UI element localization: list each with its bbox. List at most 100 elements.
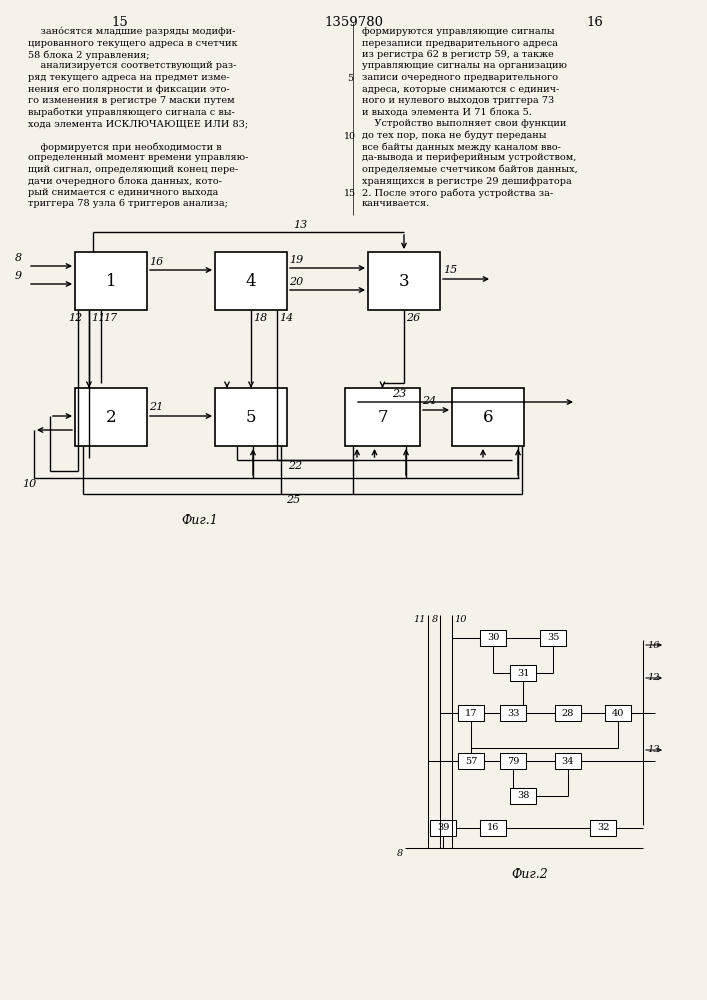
Text: все байты данных между каналом вво-: все байты данных между каналом вво- (362, 142, 561, 151)
Text: 8: 8 (397, 849, 403, 858)
Bar (510, 665, 536, 681)
Text: 12: 12 (68, 313, 82, 323)
Text: 35: 35 (547, 634, 559, 643)
Bar (75, 252, 147, 310)
Text: 7: 7 (378, 408, 388, 426)
Bar (590, 820, 616, 836)
Text: ного и нулевого выходов триггера 73: ного и нулевого выходов триггера 73 (362, 96, 554, 105)
Text: 18: 18 (253, 313, 267, 323)
Text: 3: 3 (399, 272, 409, 290)
Text: 2: 2 (105, 408, 117, 426)
Text: 40: 40 (612, 708, 624, 718)
Text: 16: 16 (647, 641, 660, 650)
Text: определяемые счетчиком байтов данных,: определяемые счетчиком байтов данных, (362, 165, 578, 174)
Text: 8: 8 (432, 615, 438, 624)
Text: 6: 6 (483, 408, 493, 426)
Text: да-вывода и периферийным устройством,: да-вывода и периферийным устройством, (362, 153, 576, 162)
Text: 8: 8 (15, 253, 22, 263)
Text: 11: 11 (91, 313, 105, 323)
Bar (605, 705, 631, 721)
Text: дачи очередного блока данных, кото-: дачи очередного блока данных, кото- (28, 176, 222, 186)
Text: Устройство выполняет свои функции: Устройство выполняет свои функции (362, 119, 566, 128)
Text: 57: 57 (464, 756, 477, 766)
Text: 15: 15 (344, 189, 356, 198)
Text: 33: 33 (507, 708, 519, 718)
Text: 23: 23 (392, 389, 407, 399)
Text: Фиг.2: Фиг.2 (512, 868, 549, 881)
Text: анализируется соответствующий раз-: анализируется соответствующий раз- (28, 62, 236, 70)
Text: 17: 17 (103, 313, 117, 323)
Text: цированного текущего адреса в счетчик: цированного текущего адреса в счетчик (28, 38, 238, 47)
Text: Фиг.1: Фиг.1 (182, 514, 218, 527)
Text: 28: 28 (562, 708, 574, 718)
Text: 38: 38 (517, 792, 529, 800)
Text: формируется при необходимости в: формируется при необходимости в (28, 142, 221, 151)
Bar (555, 705, 581, 721)
Text: управляющие сигналы на организацию: управляющие сигналы на организацию (362, 62, 567, 70)
Bar (345, 388, 420, 446)
Bar (215, 388, 287, 446)
Text: 12: 12 (647, 674, 660, 682)
Bar (540, 630, 566, 646)
Text: 4: 4 (246, 272, 257, 290)
Text: 26: 26 (406, 313, 420, 323)
Bar (452, 388, 524, 446)
Text: 16: 16 (587, 16, 604, 29)
Text: го изменения в регистре 7 маски путем: го изменения в регистре 7 маски путем (28, 96, 235, 105)
Text: 5: 5 (246, 408, 256, 426)
Text: 31: 31 (517, 668, 530, 678)
Text: 24: 24 (422, 396, 436, 406)
Text: 15: 15 (112, 16, 129, 29)
Bar (480, 820, 506, 836)
Text: щий сигнал, определяющий конец пере-: щий сигнал, определяющий конец пере- (28, 165, 238, 174)
Text: до тех пор, пока не будут переданы: до тех пор, пока не будут переданы (362, 130, 547, 140)
Text: 21: 21 (149, 402, 163, 412)
Bar (215, 252, 287, 310)
Text: нения его полярности и фиксации это-: нения его полярности и фиксации это- (28, 85, 230, 94)
Text: 10: 10 (344, 132, 356, 141)
Text: 16: 16 (487, 824, 499, 832)
Text: 9: 9 (15, 271, 22, 281)
Text: занóсятся младшие разряды модифи-: занóсятся младшие разряды модифи- (28, 27, 235, 36)
Text: 58 блока 2 управления;: 58 блока 2 управления; (28, 50, 149, 60)
Bar (500, 705, 526, 721)
Text: формируются управляющие сигналы: формируются управляющие сигналы (362, 27, 554, 36)
Text: 34: 34 (562, 756, 574, 766)
Text: 16: 16 (149, 257, 163, 267)
Text: 1: 1 (105, 272, 117, 290)
Text: 30: 30 (487, 634, 499, 643)
Bar (555, 753, 581, 769)
Text: ряд текущего адреса на предмет изме-: ряд текущего адреса на предмет изме- (28, 73, 230, 82)
Text: 32: 32 (597, 824, 609, 832)
Text: 10: 10 (22, 479, 36, 489)
Text: и выхода элемента И 71 блока 5.: и выхода элемента И 71 блока 5. (362, 107, 532, 116)
Text: 13: 13 (293, 220, 307, 230)
Text: 10: 10 (454, 615, 467, 624)
Text: записи очередного предварительного: записи очередного предварительного (362, 73, 558, 82)
Text: триггера 78 узла 6 триггеров анализа;: триггера 78 узла 6 триггеров анализа; (28, 200, 228, 209)
Text: хранящихся в регистре 29 дешифратора: хранящихся в регистре 29 дешифратора (362, 176, 572, 186)
Text: 2. После этого работа устройства за-: 2. После этого работа устройства за- (362, 188, 553, 198)
Bar (75, 388, 147, 446)
Bar (480, 630, 506, 646)
Bar (500, 753, 526, 769)
Text: 17: 17 (464, 708, 477, 718)
Bar (458, 753, 484, 769)
Text: 13: 13 (647, 746, 660, 754)
Bar (458, 705, 484, 721)
Text: 25: 25 (286, 495, 300, 505)
Text: 20: 20 (289, 277, 303, 287)
Bar (368, 252, 440, 310)
Bar (510, 788, 536, 804)
Text: 19: 19 (289, 255, 303, 265)
Text: из регистра 62 в регистр 59, а также: из регистра 62 в регистр 59, а также (362, 50, 554, 59)
Text: хода элемента ИСКЛЮЧАЮЩЕЕ ИЛИ 83;: хода элемента ИСКЛЮЧАЮЩЕЕ ИЛИ 83; (28, 119, 248, 128)
Bar (430, 820, 456, 836)
Text: рый снимается с единичного выхода: рый снимается с единичного выхода (28, 188, 218, 197)
Text: определенный момент времени управляю-: определенный момент времени управляю- (28, 153, 248, 162)
Text: канчивается.: канчивается. (362, 200, 431, 209)
Text: 14: 14 (279, 313, 293, 323)
Text: выработки управляющего сигнала с вы-: выработки управляющего сигнала с вы- (28, 107, 235, 117)
Text: 22: 22 (288, 461, 302, 471)
Text: перезаписи предварительного адреса: перезаписи предварительного адреса (362, 38, 558, 47)
